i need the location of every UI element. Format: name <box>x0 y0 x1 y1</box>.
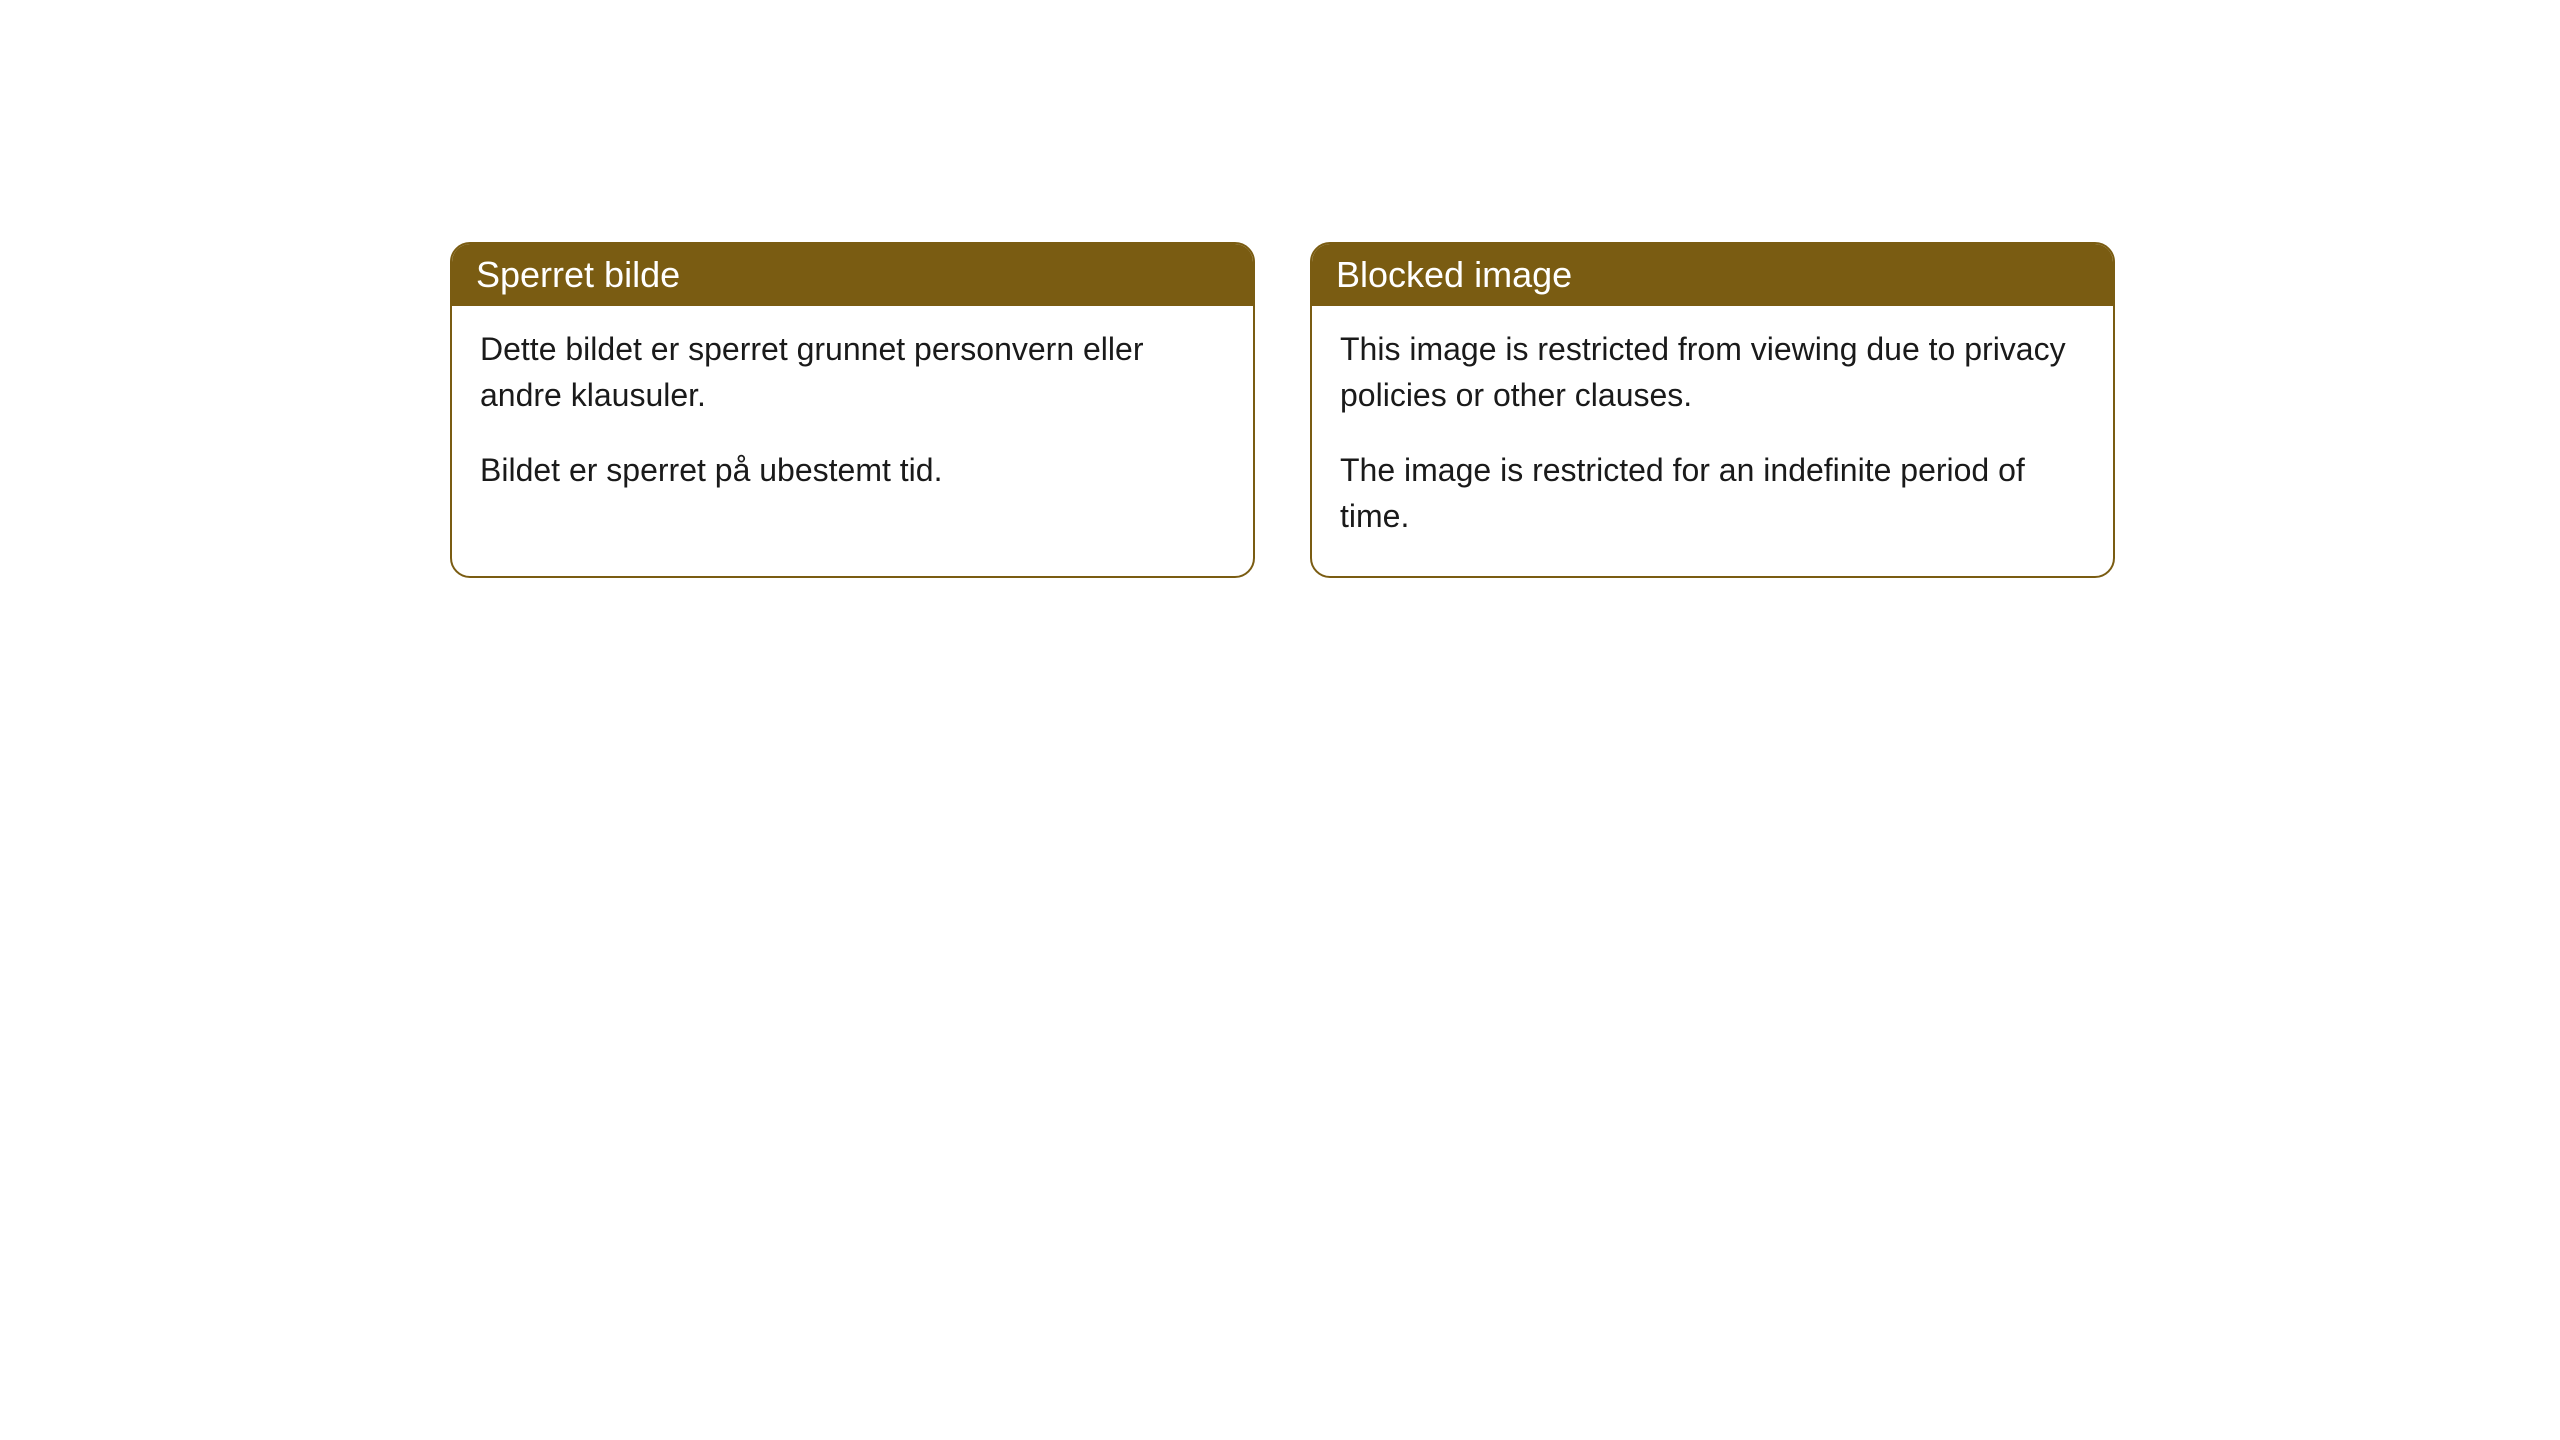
card-title-english: Blocked image <box>1336 254 1572 295</box>
card-title-norwegian: Sperret bilde <box>476 254 680 295</box>
notice-card-norwegian: Sperret bilde Dette bildet er sperret gr… <box>450 242 1255 578</box>
card-paragraph-1-norwegian: Dette bildet er sperret grunnet personve… <box>480 326 1225 419</box>
card-body-english: This image is restricted from viewing du… <box>1312 306 2113 576</box>
notice-cards-container: Sperret bilde Dette bildet er sperret gr… <box>450 242 2115 578</box>
card-header-norwegian: Sperret bilde <box>452 244 1253 306</box>
card-paragraph-2-norwegian: Bildet er sperret på ubestemt tid. <box>480 447 1225 493</box>
card-paragraph-2-english: The image is restricted for an indefinit… <box>1340 447 2085 540</box>
card-paragraph-1-english: This image is restricted from viewing du… <box>1340 326 2085 419</box>
card-header-english: Blocked image <box>1312 244 2113 306</box>
notice-card-english: Blocked image This image is restricted f… <box>1310 242 2115 578</box>
card-body-norwegian: Dette bildet er sperret grunnet personve… <box>452 306 1253 529</box>
